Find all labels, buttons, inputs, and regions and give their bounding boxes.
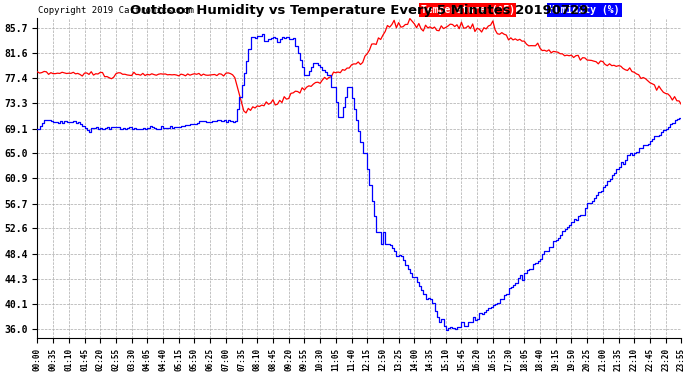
Text: Temperature (°F): Temperature (°F): [420, 5, 515, 15]
Title: Outdoor Humidity vs Temperature Every 5 Minutes 20190729: Outdoor Humidity vs Temperature Every 5 …: [130, 4, 589, 17]
Text: Humidity (%): Humidity (%): [549, 5, 620, 15]
Text: Copyright 2019 Cartronics.com: Copyright 2019 Cartronics.com: [38, 6, 194, 15]
